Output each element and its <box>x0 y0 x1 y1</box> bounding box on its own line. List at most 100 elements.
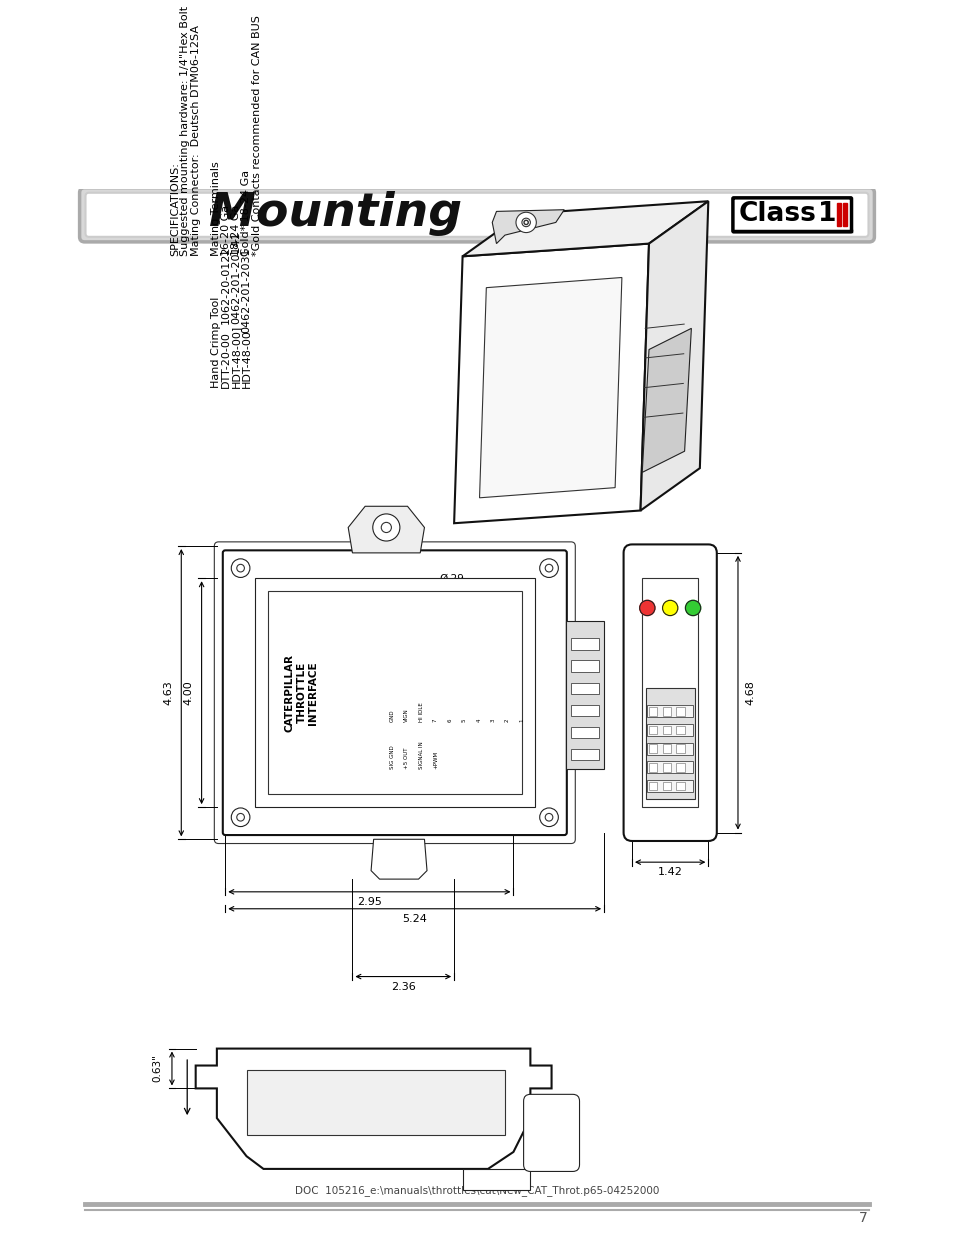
Bar <box>842 203 846 226</box>
Text: CATERPILLAR
THROTTLE
INTERFACE: CATERPILLAR THROTTLE INTERFACE <box>285 653 318 731</box>
Text: 6: 6 <box>447 719 452 722</box>
Bar <box>645 688 694 799</box>
Bar <box>676 763 684 772</box>
Text: 1: 1 <box>518 719 524 722</box>
Text: 2.36: 2.36 <box>391 982 416 992</box>
Text: SIGNAL IN: SIGNAL IN <box>418 741 423 769</box>
Polygon shape <box>371 840 427 879</box>
Text: 4.00: 4.00 <box>184 680 193 705</box>
Text: 4: 4 <box>476 719 480 722</box>
Bar <box>647 781 692 792</box>
Circle shape <box>231 558 250 578</box>
Bar <box>662 708 670 715</box>
Bar <box>254 578 534 808</box>
Text: 7: 7 <box>858 1212 866 1225</box>
Polygon shape <box>462 201 707 257</box>
Circle shape <box>521 219 530 227</box>
Polygon shape <box>454 243 648 524</box>
Text: 18-24 Ga: 18-24 Ga <box>231 205 241 257</box>
Text: HDT-48-00: HDT-48-00 <box>241 329 252 388</box>
Text: 4.63: 4.63 <box>163 680 173 705</box>
Polygon shape <box>195 1049 551 1168</box>
Circle shape <box>539 808 558 826</box>
Polygon shape <box>462 1168 530 1191</box>
FancyBboxPatch shape <box>223 551 566 835</box>
Bar <box>571 748 598 761</box>
Text: 0.63": 0.63" <box>152 1055 162 1082</box>
Bar <box>676 708 684 715</box>
Bar <box>641 578 698 808</box>
Text: Ø.29: Ø.29 <box>439 573 464 583</box>
Bar <box>662 782 670 790</box>
Text: Ø.63: Ø.63 <box>457 594 482 604</box>
Bar <box>571 661 598 672</box>
FancyBboxPatch shape <box>86 193 867 237</box>
Text: 0462-201-20141: 0462-201-20141 <box>231 231 241 324</box>
Bar <box>647 761 692 773</box>
Circle shape <box>516 212 536 232</box>
Bar <box>836 203 841 226</box>
Polygon shape <box>641 329 691 472</box>
Bar <box>565 621 603 769</box>
Circle shape <box>662 600 678 615</box>
Circle shape <box>545 564 552 572</box>
Circle shape <box>639 600 655 615</box>
Bar <box>676 745 684 753</box>
Text: SPECIFICATIONS:: SPECIFICATIONS: <box>170 163 180 257</box>
Polygon shape <box>479 278 621 498</box>
Circle shape <box>539 558 558 578</box>
Text: Mounting: Mounting <box>209 191 462 236</box>
Bar <box>662 726 670 735</box>
Polygon shape <box>246 1070 504 1135</box>
FancyBboxPatch shape <box>523 1094 578 1172</box>
Text: HDT-48-00]: HDT-48-00] <box>231 325 241 388</box>
Bar <box>268 592 521 794</box>
Text: 5.24: 5.24 <box>402 914 427 924</box>
Bar <box>647 705 692 718</box>
Text: SIG GND: SIG GND <box>390 745 395 769</box>
Text: +PWM: +PWM <box>433 751 437 769</box>
Bar <box>571 726 598 739</box>
Text: 2.95: 2.95 <box>356 897 381 906</box>
Text: 1.42: 1.42 <box>657 867 682 877</box>
Text: Mating Terminals: Mating Terminals <box>211 162 221 257</box>
Circle shape <box>236 814 244 821</box>
Polygon shape <box>639 201 707 510</box>
Bar <box>571 704 598 716</box>
Text: GND: GND <box>390 710 395 722</box>
Text: 1: 1 <box>817 201 836 227</box>
Text: HI IDLE: HI IDLE <box>418 703 423 722</box>
Text: DTT-20-00: DTT-20-00 <box>221 331 231 388</box>
Text: VIGN: VIGN <box>404 709 409 722</box>
Polygon shape <box>492 210 563 243</box>
Text: DOC  105216_e:\manuals\throttles\cat\New_CAT_Throt.p65-04252000: DOC 105216_e:\manuals\throttles\cat\New_… <box>294 1186 659 1197</box>
Text: 16-20 Ga: 16-20 Ga <box>221 205 231 257</box>
Circle shape <box>236 564 244 572</box>
Bar <box>662 763 670 772</box>
Bar <box>648 726 657 735</box>
Text: 5: 5 <box>461 719 466 722</box>
Circle shape <box>381 522 391 532</box>
Bar <box>571 683 598 694</box>
Text: Class: Class <box>738 201 816 227</box>
Circle shape <box>231 808 250 826</box>
Text: 2: 2 <box>504 719 510 722</box>
Bar <box>647 742 692 755</box>
Text: 3: 3 <box>490 719 496 722</box>
Circle shape <box>545 814 552 821</box>
FancyBboxPatch shape <box>79 188 874 242</box>
Bar <box>648 782 657 790</box>
Text: Gold* 18-24 Ga: Gold* 18-24 Ga <box>241 170 252 257</box>
Text: +5 OUT: +5 OUT <box>404 747 409 769</box>
Bar <box>648 708 657 715</box>
Circle shape <box>373 514 399 541</box>
Bar <box>648 745 657 753</box>
FancyBboxPatch shape <box>623 545 716 841</box>
Circle shape <box>523 220 528 225</box>
Bar <box>571 638 598 651</box>
Text: 4.68: 4.68 <box>745 680 755 705</box>
Text: Hand Crimp Tool: Hand Crimp Tool <box>211 296 221 388</box>
Polygon shape <box>348 506 424 553</box>
Text: *Gold Contacts recommended for CAN BUS: *Gold Contacts recommended for CAN BUS <box>252 16 261 257</box>
Bar <box>662 745 670 753</box>
